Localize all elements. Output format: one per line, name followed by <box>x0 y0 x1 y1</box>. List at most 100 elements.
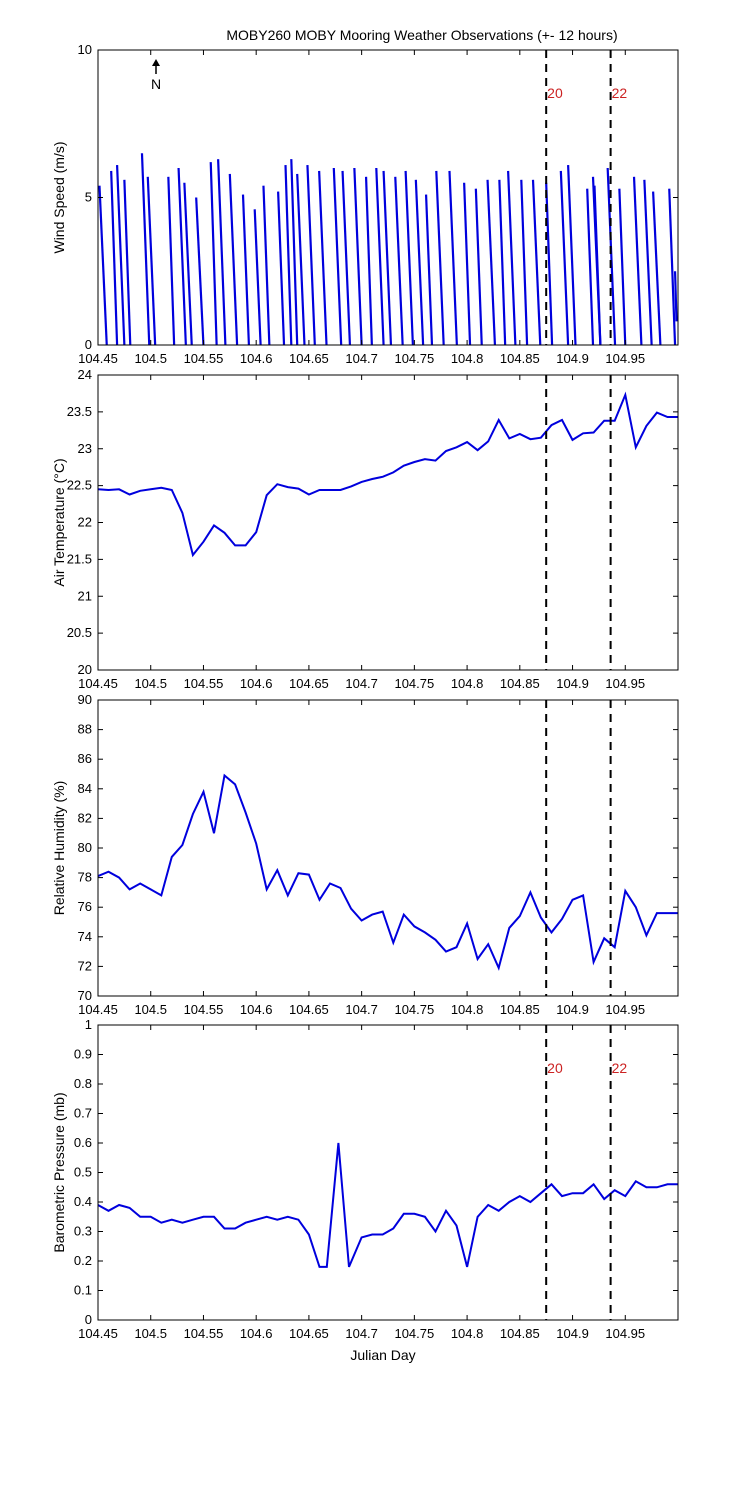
x-tick-label: 104.9 <box>556 351 589 366</box>
y-tick-label: 23.5 <box>67 404 92 419</box>
wind-stick <box>474 188 483 345</box>
x-tick-label: 104.9 <box>556 1326 589 1341</box>
y-tick-label: 1 <box>85 1017 92 1032</box>
wind-stick <box>110 170 119 345</box>
x-tick-label: 104.7 <box>345 351 378 366</box>
y-tick-label: 22 <box>78 515 92 530</box>
wind-stick <box>253 209 262 345</box>
y-tick-label: 20.5 <box>67 625 92 640</box>
wind-stick <box>277 191 286 345</box>
wind-stick <box>375 167 385 345</box>
x-tick-label: 104.5 <box>134 1326 167 1341</box>
x-tick-label: 104.45 <box>78 1326 118 1341</box>
x-tick-label: 104.8 <box>451 1326 484 1341</box>
x-tick-label: 104.85 <box>500 676 540 691</box>
wind-stick <box>341 170 352 345</box>
north-arrow-icon <box>152 59 160 66</box>
wind-stick <box>507 170 517 345</box>
y-tick-label: 74 <box>78 929 92 944</box>
wind-stick <box>463 182 472 345</box>
event-marker-label: 20 <box>547 1060 563 1076</box>
wind-speed-panel: 20 22 104.45 104.5 104.55 104.6 104.65 104.7 104… <box>51 42 679 366</box>
wind-stick <box>318 170 328 345</box>
y-tick-label: 88 <box>78 722 92 737</box>
relative-humidity-y-axis-label: Relative Humidity (%) <box>51 781 67 916</box>
wind-stick <box>606 167 617 345</box>
y-tick-label: 78 <box>78 870 92 885</box>
x-tick-label: 104.45 <box>78 351 118 366</box>
wind-speed-y-axis-label: Wind Speed (m/s) <box>51 141 67 253</box>
x-tick-label: 104.6 <box>240 1002 273 1017</box>
wind-stick <box>593 185 602 345</box>
barometric-pressure-y-axis-label: Barometric Pressure (mb) <box>51 1092 67 1252</box>
x-tick-label: 104.55 <box>184 676 224 691</box>
barometric-pressure-panel: 20 22 104.45 104.5 104.55 104.6 104.65 104.7 104… <box>51 1017 679 1363</box>
y-tick-label: 86 <box>78 751 92 766</box>
x-tick-label: 104.8 <box>451 676 484 691</box>
wind-stick <box>394 176 404 345</box>
x-tick-label: 104.8 <box>451 351 484 366</box>
y-tick-label: 0 <box>85 337 92 352</box>
y-tick-label: 0 <box>85 1312 92 1327</box>
wind-stick <box>404 170 414 345</box>
barometric-pressure-series-line <box>98 1142 678 1268</box>
y-tick-label: 0.5 <box>74 1165 92 1180</box>
y-tick-label: 24 <box>78 367 92 382</box>
x-tick-label: 104.5 <box>134 676 167 691</box>
wind-speed-data <box>98 153 678 345</box>
wind-stick <box>296 173 306 345</box>
y-tick-label: 80 <box>78 840 92 855</box>
wind-stick <box>382 170 393 345</box>
wind-stick <box>209 162 218 345</box>
wind-stick <box>183 182 193 345</box>
wind-stick <box>140 153 151 345</box>
air-temperature-panel: 104.45 104.5 104.55 104.6 104.65 104.7 104.75 1… <box>51 367 679 691</box>
x-tick-label: 104.95 <box>605 351 645 366</box>
y-tick-label: 0.1 <box>74 1283 92 1298</box>
x-tick-label: 104.6 <box>240 1326 273 1341</box>
north-arrow-label: N <box>151 76 161 92</box>
wind-stick <box>262 185 271 345</box>
wind-stick <box>284 165 293 345</box>
y-tick-label: 5 <box>85 190 92 205</box>
wind-stick <box>668 188 677 345</box>
y-tick-label: 72 <box>78 958 92 973</box>
x-tick-label: 104.5 <box>134 1002 167 1017</box>
wind-stick <box>167 176 176 345</box>
y-tick-label: 84 <box>78 781 92 796</box>
y-tick-label: 0.9 <box>74 1047 92 1062</box>
wind-stick <box>146 176 157 345</box>
x-tick-label: 104.55 <box>184 351 224 366</box>
wind-stick <box>652 191 662 345</box>
wind-stick <box>306 165 316 345</box>
y-tick-label: 20 <box>78 662 92 677</box>
x-tick-label: 104.7 <box>345 1326 378 1341</box>
wind-stick <box>123 179 132 345</box>
wind-stick <box>498 179 507 345</box>
wind-stick <box>217 159 227 345</box>
x-tick-label: 104.85 <box>500 1326 540 1341</box>
x-tick-label: 104.7 <box>345 676 378 691</box>
x-tick-label: 104.75 <box>394 1326 434 1341</box>
y-tick-label: 21 <box>78 588 92 603</box>
y-tick-label: 76 <box>78 899 92 914</box>
wind-stick <box>486 179 497 345</box>
y-tick-label: 21.5 <box>67 551 92 566</box>
wind-stick <box>353 167 363 345</box>
wind-stick <box>586 188 595 345</box>
wind-stick <box>290 159 299 345</box>
y-tick-label: 0.8 <box>74 1076 92 1091</box>
x-tick-label: 104.6 <box>240 676 273 691</box>
wind-stick <box>435 170 445 345</box>
wind-stick <box>414 179 425 345</box>
wind-stick <box>241 194 251 345</box>
x-tick-label: 104.65 <box>289 676 329 691</box>
wind-stick <box>673 271 678 322</box>
wind-stick <box>424 194 434 345</box>
y-tick-label: 0.2 <box>74 1253 92 1268</box>
y-tick-label: 70 <box>78 988 92 1003</box>
x-tick-label: 104.65 <box>289 351 329 366</box>
